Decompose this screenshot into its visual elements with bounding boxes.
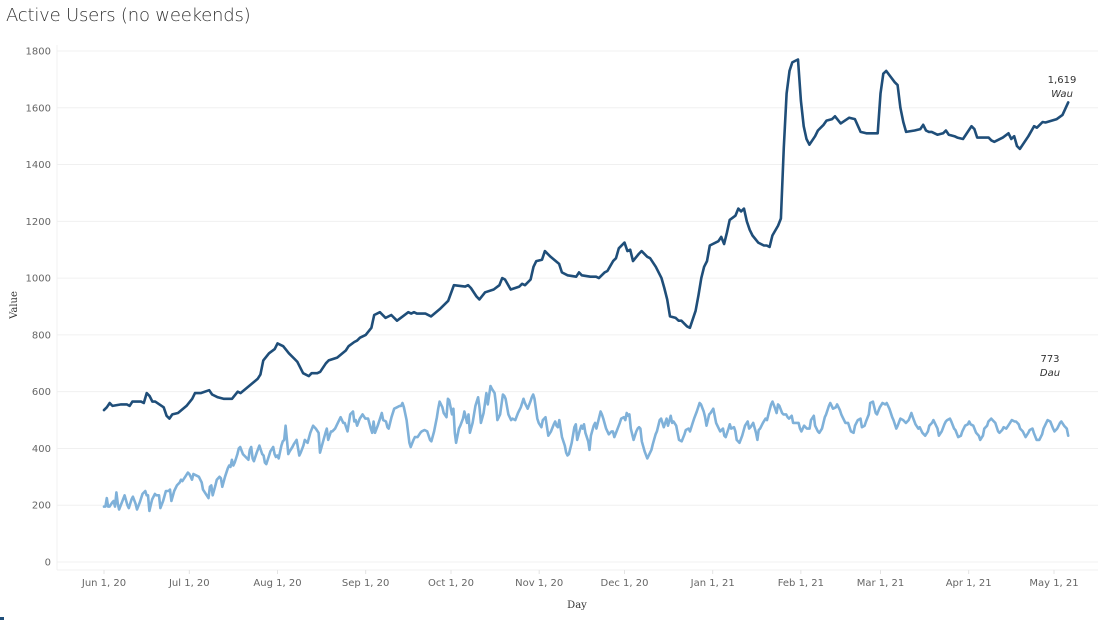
- y-tick-label: 1400: [26, 160, 51, 171]
- x-tick-label: Apr 1, 21: [946, 578, 992, 589]
- y-tick-label: 1600: [26, 103, 51, 114]
- x-tick-label: Feb 1, 21: [778, 578, 824, 589]
- wau-end-name: Wau: [1051, 89, 1073, 100]
- y-tick-label: 200: [32, 501, 51, 512]
- dau-line[interactable]: [102, 384, 1070, 513]
- dau-end-value: 773: [1040, 354, 1059, 365]
- dau-end-name: Dau: [1040, 368, 1060, 379]
- chart-title: Active Users (no weekends): [6, 5, 251, 26]
- x-tick-label: Jul 1, 20: [168, 578, 210, 589]
- x-tick-label: May 1, 21: [1029, 578, 1078, 589]
- x-axis: Jun 1, 20 Jul 1, 20 Aug 1, 20 Sep 1, 20 Oct …: [81, 570, 1079, 589]
- x-tick-label: Nov 1, 20: [515, 578, 563, 589]
- wau-line[interactable]: [102, 58, 1070, 420]
- y-axis: 0 200 400 600 800 1000 1200 1400 1600 1800: [26, 47, 51, 569]
- x-tick-label: Mar 1, 21: [857, 578, 905, 589]
- wau-end-value: 1,619: [1048, 75, 1077, 86]
- x-tick-label: Dec 1, 20: [601, 578, 649, 589]
- y-tick-label: 0: [45, 558, 51, 569]
- x-tick-label: Jun 1, 20: [81, 578, 126, 589]
- x-tick-label: Jan 1, 21: [690, 578, 735, 589]
- gridlines: [56, 45, 1098, 571]
- y-axis-title: Value: [9, 291, 20, 320]
- window-corner: [0, 617, 4, 620]
- y-tick-label: 1800: [26, 47, 51, 58]
- y-tick-label: 800: [32, 330, 51, 341]
- y-tick-label: 600: [32, 387, 51, 398]
- y-tick-label: 1000: [26, 274, 51, 285]
- x-axis-title: Day: [567, 600, 587, 611]
- x-tick-label: Sep 1, 20: [342, 578, 389, 589]
- y-tick-label: 1200: [26, 217, 51, 228]
- x-tick-label: Oct 1, 20: [428, 578, 474, 589]
- y-tick-label: 400: [32, 444, 51, 455]
- x-tick-label: Aug 1, 20: [253, 578, 301, 589]
